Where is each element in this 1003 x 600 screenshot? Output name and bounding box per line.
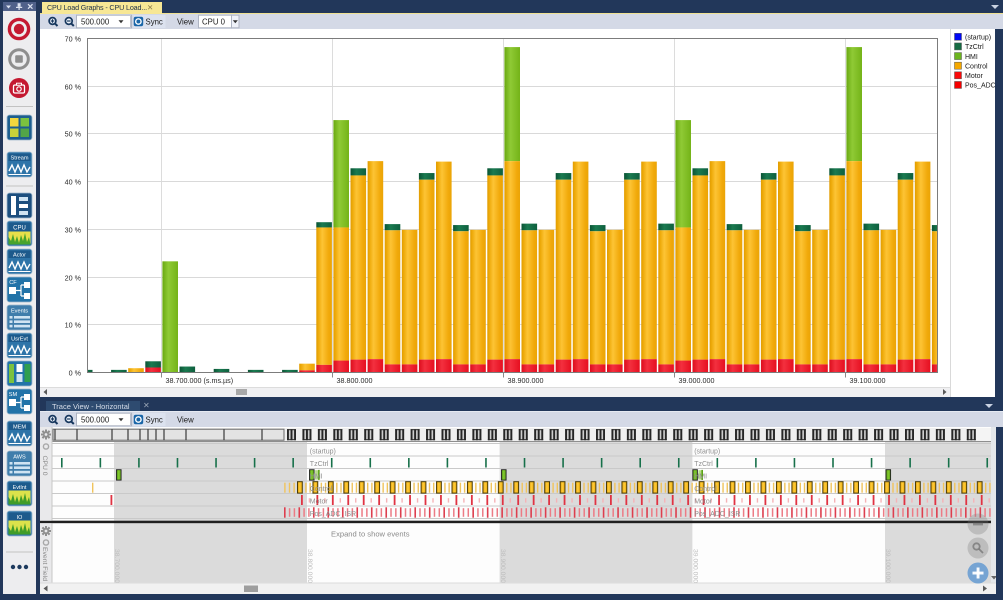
svg-text:HMI: HMI	[310, 474, 323, 481]
svg-text:500.000: 500.000	[81, 18, 110, 27]
svg-text:Actor: Actor	[13, 253, 26, 259]
svg-text:0 %: 0 %	[69, 368, 82, 377]
svg-text:View: View	[177, 18, 194, 27]
svg-text:AWS: AWS	[13, 455, 26, 461]
svg-text:CPU 0: CPU 0	[202, 18, 226, 27]
svg-text:39.000.000: 39.000.000	[692, 549, 699, 583]
svg-text:Sync: Sync	[146, 18, 163, 27]
svg-text:EvtInt: EvtInt	[13, 485, 27, 491]
svg-text:50 %: 50 %	[65, 129, 82, 138]
svg-text:IO: IO	[17, 515, 23, 521]
svg-text:(startup): (startup)	[694, 449, 720, 456]
svg-text:38.700.000 (s.ms.µs): 38.700.000 (s.ms.µs)	[166, 376, 234, 385]
svg-text:Motor: Motor	[310, 499, 329, 506]
svg-text:Stream: Stream	[10, 156, 28, 162]
svg-text:TzCtrl: TzCtrl	[310, 461, 329, 468]
svg-text:View: View	[177, 416, 194, 425]
svg-text:40 %: 40 %	[65, 177, 82, 186]
svg-text:60 %: 60 %	[65, 82, 82, 91]
svg-text:CF: CF	[9, 280, 17, 286]
svg-text:Control: Control	[965, 63, 988, 70]
svg-text:38.700.000: 38.700.000	[113, 549, 120, 583]
svg-text:CPU 0: CPU 0	[41, 456, 48, 476]
svg-text:38.900.000: 38.900.000	[508, 376, 544, 385]
svg-text:Motor: Motor	[965, 73, 984, 80]
svg-text:10 %: 10 %	[65, 320, 82, 329]
svg-text:Sync: Sync	[146, 416, 163, 425]
svg-text:Control: Control	[694, 486, 717, 493]
svg-text:20 %: 20 %	[65, 273, 82, 282]
svg-text:39.100.000: 39.100.000	[850, 376, 886, 385]
svg-text:CPU: CPU	[13, 226, 26, 232]
svg-text:Pos_ADC_ISR: Pos_ADC_ISR	[694, 511, 740, 518]
svg-text:30 %: 30 %	[65, 225, 82, 234]
svg-text:Expand to show events: Expand to show events	[331, 530, 410, 539]
svg-text:HMI: HMI	[965, 54, 978, 61]
svg-text:Control: Control	[310, 486, 333, 493]
svg-text:MEM: MEM	[13, 425, 26, 431]
svg-text:38.800.000: 38.800.000	[306, 549, 313, 583]
svg-text:39.000.000: 39.000.000	[679, 376, 715, 385]
svg-text:Events: Events	[11, 309, 28, 315]
svg-text:39.100.000: 39.100.000	[884, 549, 891, 583]
svg-text:Pos_ADC_ISR: Pos_ADC_ISR	[310, 511, 356, 518]
svg-text:Event Field: Event Field	[41, 547, 48, 581]
svg-text:Pos_ADC_IS: Pos_ADC_IS	[965, 83, 1003, 90]
svg-text:HMI: HMI	[694, 474, 707, 481]
svg-text:SM: SM	[9, 392, 18, 398]
svg-text:(startup): (startup)	[965, 35, 991, 42]
svg-text:UsrEvt: UsrEvt	[11, 337, 28, 343]
svg-text:38.800.000: 38.800.000	[337, 376, 373, 385]
svg-text:70 %: 70 %	[65, 34, 82, 43]
svg-text:Motor: Motor	[694, 499, 713, 506]
svg-text:38.900.000: 38.900.000	[499, 549, 506, 583]
svg-text:TzCtrl: TzCtrl	[965, 44, 984, 51]
svg-text:TzCtrl: TzCtrl	[694, 461, 713, 468]
svg-text:(startup): (startup)	[310, 449, 336, 456]
svg-text:500.000: 500.000	[81, 416, 110, 425]
